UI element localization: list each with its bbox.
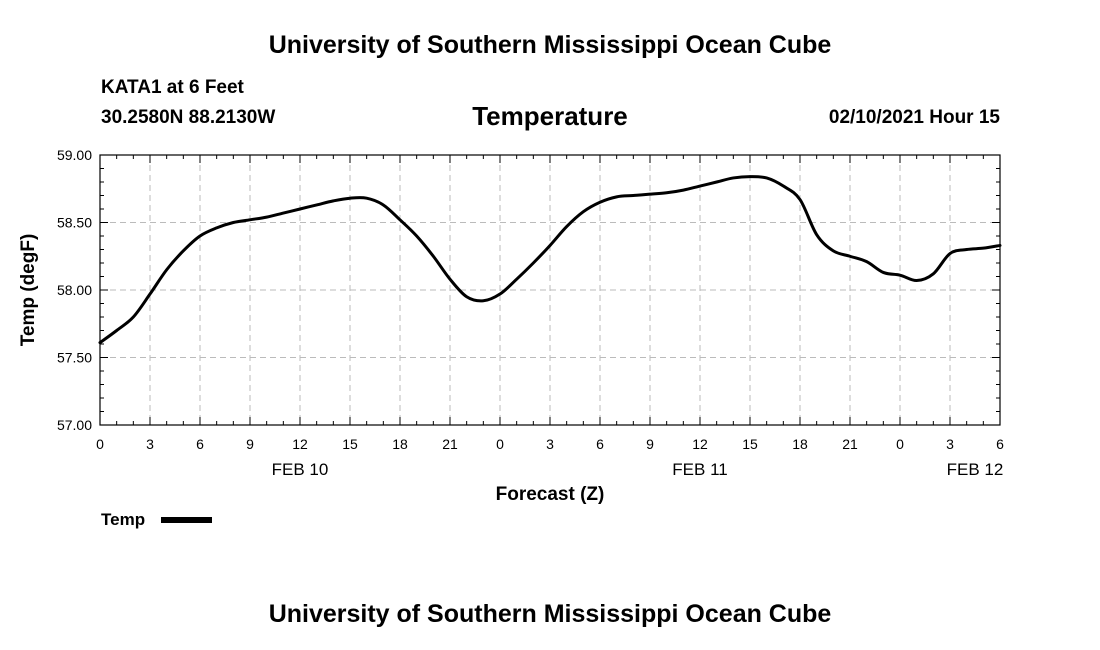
x-tick-label: 0 (896, 436, 904, 452)
x-tick-label: 12 (692, 436, 708, 452)
x-tick-label: 18 (792, 436, 808, 452)
x-tick-label: 21 (442, 436, 458, 452)
x-tick-label: 21 (842, 436, 858, 452)
y-axis-label: Temp (degF) (18, 234, 39, 347)
chart-title: Temperature (472, 101, 628, 131)
x-tick-label: 3 (146, 436, 154, 452)
date-label: FEB 12 (947, 460, 1004, 479)
y-tick-label: 57.50 (57, 350, 92, 366)
x-tick-label: 12 (292, 436, 308, 452)
x-tick-label: 15 (742, 436, 758, 452)
date-label: FEB 10 (272, 460, 329, 479)
grid (100, 155, 1000, 425)
legend-label: Temp (101, 510, 145, 529)
x-tick-label: 9 (646, 436, 654, 452)
date-label: FEB 11 (672, 460, 727, 479)
axes (99, 154, 1001, 426)
x-axis-label: Forecast (Z) (496, 484, 605, 505)
x-tick-label: 6 (596, 436, 604, 452)
x-tick-label: 6 (196, 436, 204, 452)
x-tick-label: 0 (496, 436, 504, 452)
y-tick-label: 58.50 (57, 215, 92, 231)
x-tick-label: 18 (392, 436, 408, 452)
series-layer (98, 175, 1002, 345)
datetime-label: 02/10/2021 Hour 15 (828, 107, 1000, 128)
x-tick-label: 9 (246, 436, 254, 452)
y-tick-label: 57.00 (57, 417, 92, 433)
temp-series-line (98, 175, 1002, 345)
x-tick-label: 3 (946, 436, 954, 452)
labels: 0 3 6 9 12 15 18 21 0 3 6 9 12 15 18 21 0 3 6 57.00 57.50 58.… (18, 147, 1004, 529)
x-tick-label: 6 (996, 436, 1004, 452)
x-tick-label: 15 (342, 436, 358, 452)
coordinates-label: 30.2580N 88.2130W (101, 107, 276, 128)
y-tick-label: 59.00 (57, 147, 92, 163)
y-tick-label: 58.00 (57, 282, 92, 298)
station-label: KATA1 at 6 Feet (101, 77, 244, 98)
x-tick-label: 3 (546, 436, 554, 452)
page-title: University of Southern Mississippi Ocean… (268, 31, 832, 59)
x-tick-label: 0 (96, 436, 104, 452)
footer-title: University of Southern Mississippi Ocean… (268, 600, 832, 628)
